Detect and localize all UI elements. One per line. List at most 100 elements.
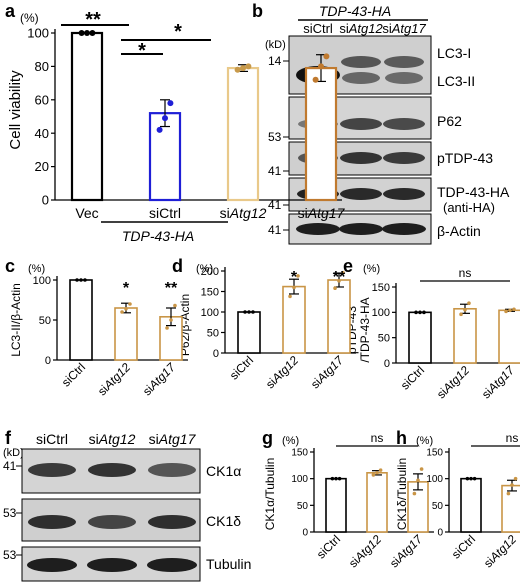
ytick-label-a-4: 80 — [35, 59, 49, 74]
point-c-0-1 — [79, 278, 83, 282]
ytick-label-g-3: 150 — [291, 448, 308, 459]
ytick-label-a-0: 0 — [42, 193, 49, 208]
ytick-label-h-1: 50 — [432, 501, 444, 512]
point-c-2-2 — [173, 303, 177, 308]
xtick-label-g-2: siAtg17 — [387, 531, 426, 570]
label-tdp43ha: TDP-43-HA — [437, 184, 510, 200]
panel-a-group-label: TDP-43-HA — [122, 228, 194, 244]
band-lc3-lane2a — [341, 56, 381, 68]
marker-b-53: 53 — [268, 130, 282, 144]
point-c-1-2 — [128, 302, 132, 306]
xtick-label-h-1: siAtg12 — [481, 532, 519, 570]
point-g-0-1 — [334, 476, 338, 481]
panel-a-significance: ** * * — [61, 9, 211, 62]
point-d-1-2 — [296, 274, 300, 278]
bar-h-0 — [460, 477, 482, 533]
point-d-0-2 — [251, 310, 255, 314]
xtick-label-e-2: siAtg17 — [479, 362, 518, 401]
band-ck1a-lane1 — [28, 463, 76, 477]
xtick-label-a-3: siAtg17 — [298, 205, 346, 221]
band-lc3-lane3a — [384, 56, 424, 68]
point-a-1-1 — [162, 115, 168, 122]
point-c-0-0 — [75, 278, 79, 282]
ytick-label-h-3: 150 — [426, 448, 443, 459]
ytick-label-c-1: 50 — [39, 315, 51, 327]
band-tdp43ha-lane3 — [383, 188, 425, 200]
bar-a-2 — [226, 66, 260, 202]
bar-a-0 — [70, 31, 104, 202]
marker-b-41c: 41 — [268, 223, 282, 237]
band-lc3-lane2b — [342, 72, 380, 84]
point-d-2-0 — [333, 286, 337, 291]
band-actin-lane2 — [339, 223, 383, 235]
band-ptdp43-lane3 — [383, 152, 425, 164]
point-d-1-0 — [288, 294, 292, 299]
label-ptdp43: pTDP-43 — [437, 150, 493, 166]
ytick-label-h-2: 100 — [426, 474, 443, 485]
panel-g-ylabel: CK1α/Tubulin — [263, 458, 277, 531]
panel-a-unit: (%) — [20, 11, 39, 25]
point-d-1-1 — [292, 285, 296, 290]
point-h-0-1 — [469, 476, 473, 481]
point-c-1-1 — [124, 307, 128, 311]
panel-e-ylabel-2: /TDP-43-HA — [358, 297, 372, 362]
panel-c-ylabel: LC3-II/β-Actin — [9, 283, 23, 357]
bar-g-0 — [325, 477, 347, 533]
band-tubulin-lane3 — [147, 558, 197, 572]
panel-letter-h: h — [396, 428, 407, 448]
point-a-0-1 — [84, 30, 90, 36]
xtick-label-c-2: siAtg17 — [140, 359, 179, 398]
band-lc3-lane3b — [385, 72, 423, 84]
xtick-label-c-0: siCtrl — [59, 360, 88, 389]
point-g-2-2 — [419, 467, 424, 471]
blot-b-kd: (kD) — [265, 39, 286, 51]
sig-sictrl-vs-siatg12: * — [138, 40, 146, 62]
point-c-0-2 — [83, 278, 87, 282]
marker-b-41b: 41 — [268, 198, 282, 212]
ytick-label-g-0: 0 — [302, 528, 308, 539]
bar-a-3 — [304, 66, 338, 202]
label-ck1a: CK1α — [206, 463, 241, 479]
band-actin-lane1 — [296, 223, 340, 235]
ytick-label-d-2: 100 — [201, 307, 219, 319]
bar-d-0 — [237, 311, 261, 354]
ytick-label-c-0: 0 — [45, 355, 51, 367]
blot-b-lane-3: siAtg17 — [382, 21, 426, 36]
panel-a-ylabel: Cell viability — [7, 70, 24, 150]
point-e-2-2 — [512, 307, 516, 312]
point-c-2-0 — [165, 326, 169, 330]
point-a-2-0 — [234, 66, 241, 73]
point-h-1-0 — [506, 491, 511, 496]
ytick-label-d-1: 50 — [207, 327, 219, 339]
xtick-label-g-1: siAtg12 — [346, 532, 384, 570]
xtick-label-g-0: siCtrl — [314, 532, 343, 561]
point-h-1-2 — [513, 476, 518, 481]
xtick-label-d-0: siCtrl — [227, 353, 256, 382]
xtick-label-c-1: siAtg12 — [95, 360, 133, 398]
bar-h-1 — [501, 484, 520, 533]
sig-vec-vs-sictrl: ** — [85, 9, 101, 31]
point-h-0-0 — [465, 476, 470, 481]
marker-b-14: 14 — [268, 54, 282, 68]
band-ck1d-lane2 — [88, 515, 136, 529]
band-tdp43ha-lane2 — [340, 188, 382, 200]
point-e-1-1 — [463, 308, 467, 312]
point-e-2-1 — [508, 308, 512, 313]
point-h-0-2 — [472, 476, 477, 481]
bar-g-1 — [366, 471, 388, 533]
blot-f-lane-3: siAtg17 — [149, 431, 197, 447]
point-a-1-2 — [167, 100, 174, 107]
point-a-1-0 — [156, 126, 163, 133]
ytick-label-d-0: 0 — [213, 348, 219, 360]
sig-c-2: ** — [165, 280, 178, 297]
point-g-0-2 — [337, 476, 342, 481]
bar-e-0 — [408, 311, 432, 364]
blot-b-lane-1: siCtrl — [303, 21, 333, 36]
panel-letter-e: e — [343, 256, 353, 276]
marker-b-41a: 41 — [268, 164, 282, 178]
point-g-1-0 — [371, 473, 376, 477]
point-e-0-2 — [422, 310, 426, 315]
band-tubulin-lane1 — [27, 558, 77, 572]
band-p62-lane3 — [383, 118, 425, 130]
label-actin: β-Actin — [437, 223, 481, 239]
